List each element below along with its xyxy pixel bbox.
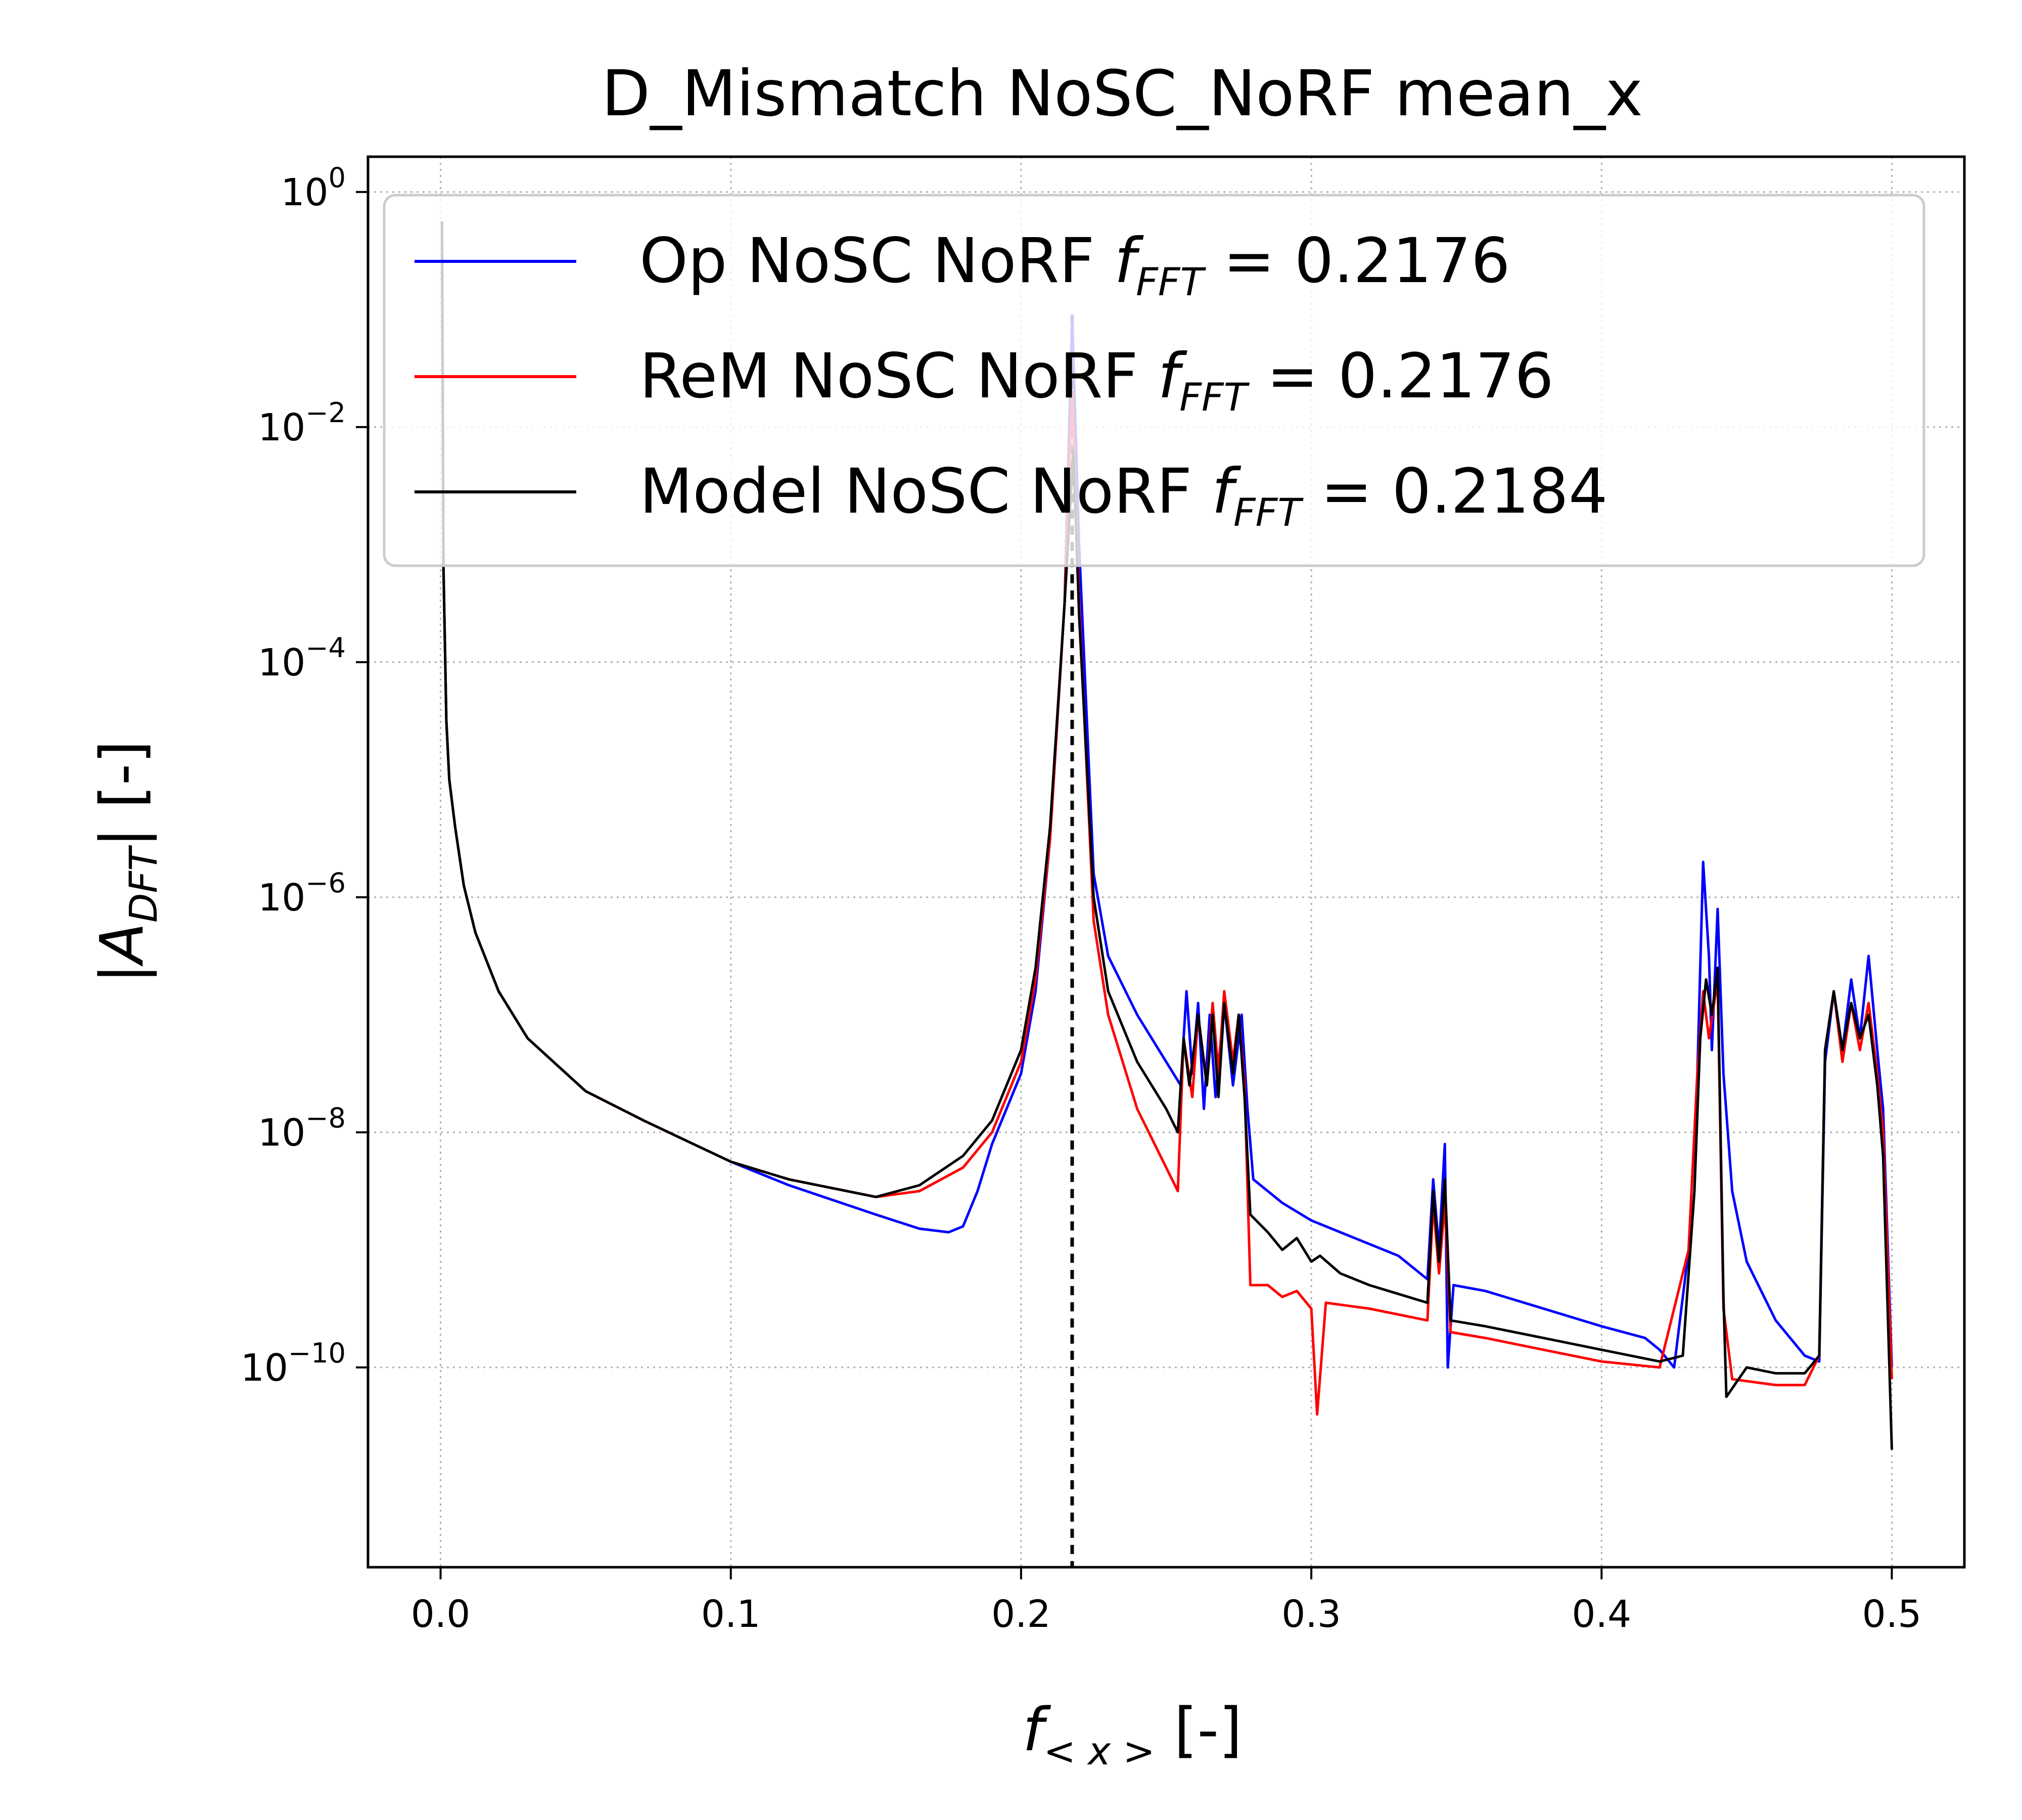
legend-entry: Model NoSC NoRF fFFT = 0.2184 — [415, 456, 1608, 535]
legend-label: ReM NoSC NoRF fFFT = 0.2176 — [639, 340, 1554, 420]
y-tick-label: 10−6 — [258, 867, 346, 920]
legend-label: Model NoSC NoRF fFFT = 0.2184 — [639, 456, 1608, 535]
series-line — [440, 227, 1893, 1369]
y-tick-label: 100 — [281, 162, 346, 214]
y-axis-ticks: 100 10−2 10−4 10−6 10−8 10−10 — [241, 162, 368, 1390]
x-axis-ticks: 0.0 0.1 0.2 0.3 0.4 0.5 — [411, 1567, 1922, 1636]
x-tick-label: 0.5 — [1862, 1592, 1922, 1636]
y-tick-label: 10−8 — [258, 1102, 346, 1155]
y-axis-label-unit: | [-] — [87, 740, 157, 847]
y-tick-label: 10−10 — [241, 1337, 346, 1390]
x-axis-label: f< x > [-] — [1023, 1695, 1242, 1773]
series-layer — [440, 221, 1893, 1450]
x-axis-label-sub: < x > — [1043, 1728, 1155, 1773]
legend-box — [383, 194, 1925, 567]
y-tick-label: 10−2 — [258, 397, 346, 449]
chart-title: D_Mismatch NoSC_NoRF mean_x — [602, 57, 1643, 130]
y-axis-label: |ADFT| [-] — [87, 740, 166, 983]
legend: Op NoSC NoRF fFFT = 0.2176 ReM NoSC NoRF… — [383, 194, 1925, 567]
x-axis-label-unit: [-] — [1155, 1695, 1242, 1764]
legend-entry: Op NoSC NoRF fFFT = 0.2176 — [415, 225, 1510, 304]
x-tick-label: 0.3 — [1281, 1592, 1341, 1636]
series-line — [440, 221, 1893, 1450]
legend-label: Op NoSC NoRF fFFT = 0.2176 — [639, 225, 1510, 304]
plot-frame — [366, 155, 1966, 1569]
y-axis-label-sub: DFT — [121, 845, 166, 923]
y-axis-label-var: |A — [87, 923, 157, 983]
x-tick-label: 0.2 — [991, 1592, 1051, 1636]
x-tick-label: 0.0 — [411, 1592, 471, 1636]
x-tick-label: 0.1 — [701, 1592, 761, 1636]
legend-entry: ReM NoSC NoRF fFFT = 0.2176 — [415, 340, 1554, 420]
y-tick-label: 10−4 — [258, 632, 346, 685]
x-tick-label: 0.4 — [1572, 1592, 1631, 1636]
